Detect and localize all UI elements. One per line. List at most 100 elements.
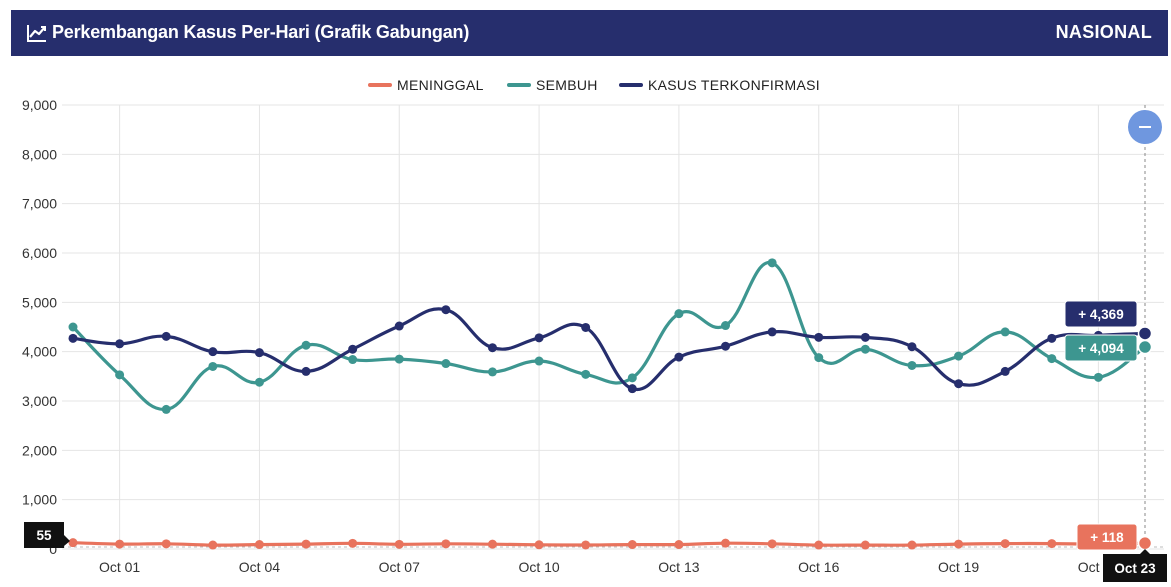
data-point-sembuh[interactable] bbox=[115, 370, 125, 380]
data-point-sembuh[interactable] bbox=[767, 258, 777, 268]
data-point-meninggal[interactable] bbox=[487, 539, 497, 549]
data-point-sembuh[interactable] bbox=[860, 344, 870, 354]
data-point-kasus-terkonfirmasi[interactable] bbox=[487, 343, 497, 353]
y-tick-label: 2,000 bbox=[22, 442, 57, 458]
data-point-kasus-terkonfirmasi[interactable] bbox=[627, 384, 637, 394]
data-point-sembuh[interactable] bbox=[487, 367, 497, 377]
data-point-meninggal[interactable] bbox=[394, 539, 404, 549]
data-point-meninggal[interactable] bbox=[441, 539, 451, 549]
data-point-kasus-terkonfirmasi[interactable] bbox=[954, 379, 964, 389]
data-point-kasus-terkonfirmasi[interactable] bbox=[721, 341, 731, 351]
data-point-meninggal[interactable] bbox=[1000, 539, 1010, 549]
data-point-sembuh[interactable] bbox=[68, 322, 78, 332]
data-point-kasus-terkonfirmasi[interactable] bbox=[1047, 333, 1057, 343]
data-point-kasus-terkonfirmasi[interactable] bbox=[814, 332, 824, 342]
data-point-sembuh[interactable] bbox=[254, 377, 264, 387]
data-point-kasus-terkonfirmasi[interactable] bbox=[1137, 326, 1153, 341]
data-point-kasus-terkonfirmasi[interactable] bbox=[394, 321, 404, 331]
data-point-sembuh[interactable] bbox=[301, 340, 311, 350]
y-tick-label: 5,000 bbox=[22, 294, 57, 310]
legend-item-kasus-terkonfirmasi[interactable]: KASUS TERKONFIRMASI bbox=[648, 77, 820, 93]
data-point-sembuh[interactable] bbox=[954, 351, 964, 361]
data-point-sembuh[interactable] bbox=[1137, 339, 1153, 355]
data-point-kasus-terkonfirmasi[interactable] bbox=[860, 332, 870, 342]
y-tick-label: 8,000 bbox=[22, 146, 57, 162]
data-point-kasus-terkonfirmasi[interactable] bbox=[115, 339, 125, 349]
x-tick-label: Oct 07 bbox=[379, 559, 420, 575]
data-point-meninggal[interactable] bbox=[954, 539, 964, 549]
data-point-kasus-terkonfirmasi[interactable] bbox=[907, 342, 917, 352]
data-point-meninggal[interactable] bbox=[860, 540, 870, 550]
data-point-meninggal[interactable] bbox=[907, 540, 917, 550]
data-point-kasus-terkonfirmasi[interactable] bbox=[301, 366, 311, 376]
data-point-sembuh[interactable] bbox=[721, 321, 731, 331]
hover-value-text: + 118 bbox=[1090, 530, 1124, 545]
x-tick-label: Oct 10 bbox=[518, 559, 559, 575]
data-point-sembuh[interactable] bbox=[348, 355, 358, 365]
y-tick-label: 4,000 bbox=[22, 344, 57, 360]
data-point-kasus-terkonfirmasi[interactable] bbox=[1000, 366, 1010, 376]
legend-item-meninggal[interactable]: MENINGGAL bbox=[397, 77, 484, 93]
data-point-kasus-terkonfirmasi[interactable] bbox=[161, 331, 171, 341]
data-point-kasus-terkonfirmasi[interactable] bbox=[674, 352, 684, 362]
series-line-meninggal bbox=[72, 541, 1146, 547]
legend-item-sembuh[interactable]: SEMBUH bbox=[536, 77, 598, 93]
data-point-kasus-terkonfirmasi[interactable] bbox=[581, 322, 591, 332]
data-point-meninggal[interactable] bbox=[254, 540, 264, 550]
y-tick-label: 6,000 bbox=[22, 245, 57, 261]
data-point-sembuh[interactable] bbox=[441, 359, 451, 369]
data-point-kasus-terkonfirmasi[interactable] bbox=[534, 333, 544, 343]
data-point-meninggal[interactable] bbox=[115, 539, 125, 549]
data-point-sembuh[interactable] bbox=[1000, 327, 1010, 337]
data-point-sembuh[interactable] bbox=[1093, 372, 1103, 382]
data-point-sembuh[interactable] bbox=[161, 404, 171, 414]
data-point-sembuh[interactable] bbox=[581, 369, 591, 379]
y-tick-label: 9,000 bbox=[22, 97, 57, 113]
y-tick-label: 0 bbox=[49, 541, 57, 557]
data-point-meninggal[interactable] bbox=[814, 540, 824, 550]
data-point-meninggal[interactable] bbox=[1047, 539, 1057, 549]
data-point-kasus-terkonfirmasi[interactable] bbox=[68, 333, 78, 343]
hover-value-label bbox=[1076, 523, 1138, 551]
y-tick-label: 3,000 bbox=[22, 393, 57, 409]
data-point-meninggal[interactable] bbox=[68, 538, 78, 548]
data-point-kasus-terkonfirmasi[interactable] bbox=[348, 344, 358, 354]
data-point-sembuh[interactable] bbox=[394, 354, 404, 364]
data-point-meninggal[interactable] bbox=[208, 540, 218, 550]
data-point-meninggal[interactable] bbox=[767, 539, 777, 549]
data-point-meninggal[interactable] bbox=[721, 538, 731, 548]
x-tick-label: Oct 16 bbox=[798, 559, 839, 575]
hover-value-text: + 4,369 bbox=[1078, 307, 1123, 322]
data-point-sembuh[interactable] bbox=[814, 353, 824, 363]
hover-x-label-arrow bbox=[1140, 549, 1150, 554]
data-point-meninggal[interactable] bbox=[674, 540, 684, 550]
combined-line-chart: 9,000 8,000 7,000 6,000 5,000 4,000 3,000 2,000… bbox=[22, 77, 1167, 582]
data-point-kasus-terkonfirmasi[interactable] bbox=[254, 348, 264, 358]
data-point-kasus-terkonfirmasi[interactable] bbox=[208, 347, 218, 357]
hover-y-label bbox=[24, 522, 64, 548]
data-point-sembuh[interactable] bbox=[627, 373, 637, 383]
y-tick-label: 7,000 bbox=[22, 196, 57, 212]
chart-header: Perkembangan Kasus Per-Hari (Grafik Gabu… bbox=[11, 10, 1168, 56]
data-point-kasus-terkonfirmasi[interactable] bbox=[767, 327, 777, 337]
data-point-meninggal[interactable] bbox=[1137, 535, 1153, 551]
data-point-meninggal[interactable] bbox=[581, 540, 591, 550]
chart-title: Perkembangan Kasus Per-Hari (Grafik Gabu… bbox=[52, 22, 470, 42]
data-point-meninggal[interactable] bbox=[348, 538, 358, 548]
data-point-sembuh[interactable] bbox=[208, 361, 218, 371]
data-point-sembuh[interactable] bbox=[674, 309, 684, 319]
data-point-meninggal[interactable] bbox=[627, 540, 637, 550]
x-tick-label: Oct 13 bbox=[658, 559, 699, 575]
data-point-sembuh[interactable] bbox=[1047, 354, 1057, 364]
scope-label[interactable]: NASIONAL bbox=[1055, 22, 1152, 42]
series-line-kasus-terkonfirmasi bbox=[72, 307, 1146, 392]
data-point-kasus-terkonfirmasi[interactable] bbox=[441, 305, 451, 315]
data-point-sembuh[interactable] bbox=[907, 360, 917, 370]
data-point-sembuh[interactable] bbox=[534, 356, 544, 366]
data-point-meninggal[interactable] bbox=[534, 540, 544, 550]
y-tick-label: 1,000 bbox=[22, 492, 57, 508]
data-point-meninggal[interactable] bbox=[161, 539, 171, 549]
hover-value-label bbox=[1064, 300, 1138, 328]
data-point-meninggal[interactable] bbox=[301, 539, 311, 549]
hover-x-label bbox=[1103, 554, 1167, 582]
